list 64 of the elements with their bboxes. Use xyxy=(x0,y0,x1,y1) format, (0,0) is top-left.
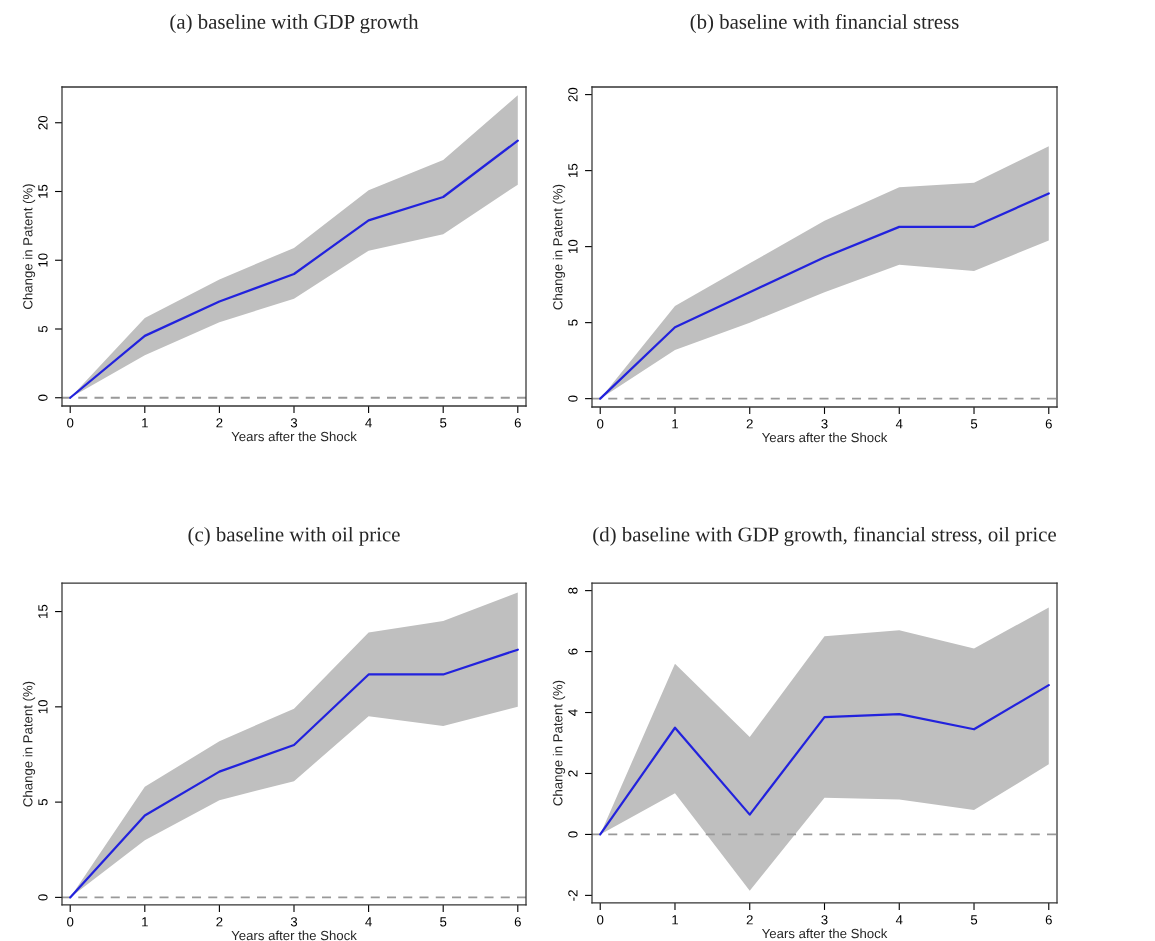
y-tick-label: 15 xyxy=(38,604,48,618)
x-tick-label: 3 xyxy=(821,419,828,429)
x-tick-label: 2 xyxy=(216,418,223,428)
x-tick-label: 4 xyxy=(365,418,372,428)
y-axis-title: Change in Patent (%) xyxy=(552,680,566,806)
x-tick-label: 1 xyxy=(672,915,679,925)
x-tick-label: 6 xyxy=(1045,915,1052,925)
y-tick-label: -2 xyxy=(568,890,578,901)
y-tick-label: 15 xyxy=(38,184,48,198)
y-tick-label: 10 xyxy=(38,253,48,267)
x-tick-label: 2 xyxy=(746,915,753,925)
x-tick-label: 3 xyxy=(290,917,298,927)
y-axis-title: Change in Patent (%) xyxy=(22,681,36,807)
line-series xyxy=(599,683,1050,836)
x-axis-title: Years after the Shock xyxy=(231,431,357,442)
x-tick-label: 0 xyxy=(67,418,74,428)
chart-title: (c) baseline with oil price xyxy=(188,526,400,546)
x-axis-title: Years after the Shock xyxy=(231,930,357,941)
y-axis-title: Change in Patent (%) xyxy=(22,184,36,309)
x-axis-title: Years after the Shock xyxy=(761,432,888,443)
x-tick-label: 3 xyxy=(821,915,828,925)
x-tick-label: 1 xyxy=(142,418,148,428)
y-tick-label: 5 xyxy=(38,325,48,333)
x-tick-label: 6 xyxy=(1045,419,1052,429)
y-tick-label: 4 xyxy=(568,709,578,716)
y-tick-label: 0 xyxy=(38,894,48,901)
x-tick-label: 6 xyxy=(514,917,521,927)
y-tick-label: 2 xyxy=(568,770,578,777)
y-tick-label: 20 xyxy=(568,87,578,102)
line-series xyxy=(599,192,1050,400)
y-tick-label: 8 xyxy=(568,587,578,594)
x-tick-label: 4 xyxy=(895,915,903,925)
y-tick-label: 5 xyxy=(38,799,48,806)
y-tick-label: 0 xyxy=(568,831,578,838)
x-tick-label: 5 xyxy=(970,915,978,925)
y-tick-label: 15 xyxy=(568,163,578,177)
y-tick-label: 0 xyxy=(568,395,578,402)
y-tick-label: 10 xyxy=(38,700,48,714)
chart-title: (b) baseline with financial stress xyxy=(690,14,959,34)
chart-title: (d) baseline with GDP growth, financial stress, oil price xyxy=(593,526,1056,546)
x-tick-label: 1 xyxy=(142,917,148,927)
x-tick-label: 4 xyxy=(365,917,372,927)
y-tick-label: 20 xyxy=(38,115,48,130)
x-tick-label: 2 xyxy=(216,917,223,927)
x-tick-label: 1 xyxy=(672,419,679,429)
line-series xyxy=(69,648,519,899)
line-series xyxy=(69,139,519,399)
x-tick-label: 5 xyxy=(440,418,447,428)
y-tick-label: 10 xyxy=(568,239,578,253)
x-tick-label: 5 xyxy=(970,419,978,429)
y-tick-label: 5 xyxy=(568,319,578,326)
x-tick-label: 6 xyxy=(514,418,521,428)
chart-title: (a) baseline with GDP growth xyxy=(170,14,419,34)
x-tick-label: 4 xyxy=(895,419,903,429)
x-tick-label: 0 xyxy=(597,419,604,429)
y-axis-title: Change in Patent (%) xyxy=(552,184,566,310)
x-tick-label: 0 xyxy=(597,915,604,925)
y-tick-label: 0 xyxy=(38,394,48,401)
x-tick-label: 3 xyxy=(290,418,298,428)
x-tick-label: 0 xyxy=(67,917,74,927)
x-tick-label: 5 xyxy=(440,917,447,927)
x-axis-title: Years after the Shock xyxy=(761,928,888,939)
y-tick-label: 6 xyxy=(568,648,578,655)
x-tick-label: 2 xyxy=(746,419,753,429)
